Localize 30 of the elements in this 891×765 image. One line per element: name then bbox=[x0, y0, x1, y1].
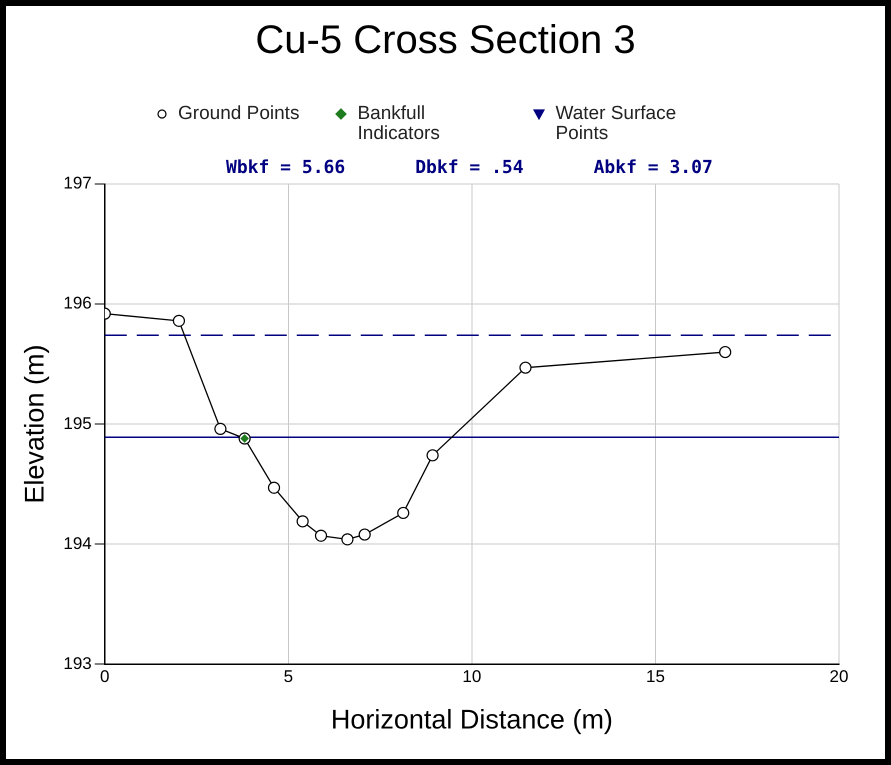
x-tick-label: 15 bbox=[646, 667, 665, 686]
point bbox=[314, 530, 328, 542]
y-tick-label: 193 bbox=[63, 654, 92, 673]
point bbox=[397, 506, 410, 520]
legend-label: Ground Points bbox=[178, 103, 300, 124]
y-tick-label: 196 bbox=[63, 294, 92, 313]
point bbox=[341, 533, 354, 546]
legend-label: Water Surface Points bbox=[555, 103, 678, 144]
chart-title: Cu-5 Cross Section 3 bbox=[254, 18, 637, 63]
text: Abkf = 3.07 bbox=[594, 157, 713, 178]
x-tick-label: 5 bbox=[284, 667, 294, 686]
text: Dbkf = .54 bbox=[415, 157, 524, 178]
legend-label: Bankfull Indicators bbox=[357, 103, 441, 144]
x-axis-title: Horizontal Distance (m) bbox=[330, 704, 613, 734]
x-tick-label: 10 bbox=[462, 667, 482, 686]
x-tick-label: 0 bbox=[100, 667, 110, 686]
point bbox=[358, 528, 371, 541]
point bbox=[519, 362, 532, 374]
y-axis-title: Elevation (m) bbox=[20, 344, 50, 504]
y-tick-label: 195 bbox=[63, 414, 92, 433]
text: Wbkf = 5.66 bbox=[226, 157, 346, 178]
point bbox=[426, 449, 439, 462]
point bbox=[719, 346, 732, 358]
point bbox=[296, 515, 309, 528]
point bbox=[268, 482, 280, 494]
point bbox=[172, 314, 186, 327]
x-tick-label: 20 bbox=[830, 667, 848, 686]
point bbox=[214, 422, 227, 435]
y-tick-label: 194 bbox=[63, 534, 92, 553]
y-tick-label: 197 bbox=[63, 174, 92, 193]
